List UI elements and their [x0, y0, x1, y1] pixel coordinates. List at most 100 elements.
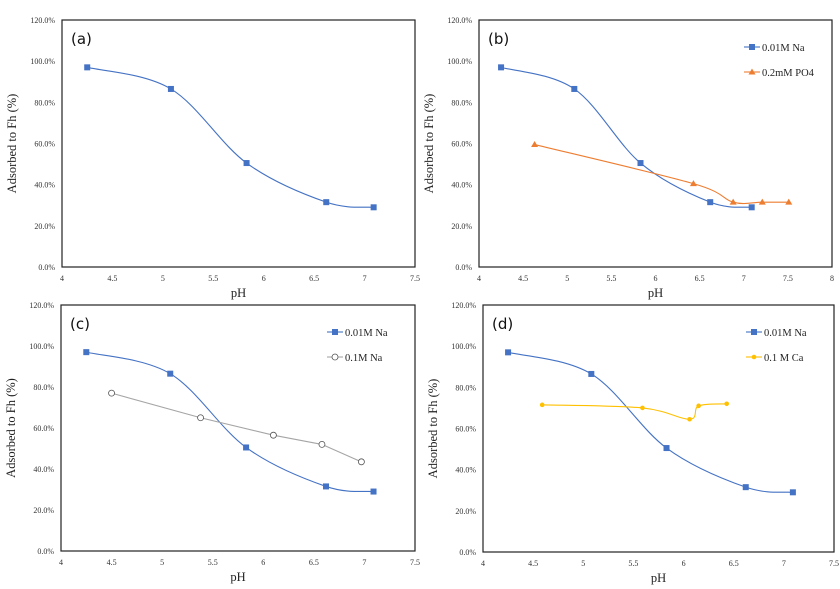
x-tick-label: 7.5 [410, 558, 420, 567]
legend-label: 0.01M Na [345, 328, 388, 339]
y-tick-label: 100.0% [29, 342, 54, 351]
legend-marker [748, 68, 756, 75]
x-tick-label: 4 [477, 274, 481, 283]
y-tick-label: 20.0% [455, 507, 476, 516]
x-tick-label: 7 [742, 274, 746, 283]
series-0: 0.01M Na [83, 328, 388, 495]
legend-marker [751, 329, 757, 335]
x-axis-label: pH [230, 570, 245, 584]
legend-marker [331, 353, 339, 361]
legend-label: 0.01M Na [764, 328, 807, 339]
y-tick-label: 80.0% [33, 383, 54, 392]
x-tick-label: 4 [60, 274, 64, 283]
x-tick-label: 5.5 [606, 274, 616, 283]
y-tick-label: 0.0% [455, 263, 472, 272]
data-point [707, 199, 714, 206]
x-tick-label: 7.5 [829, 559, 839, 568]
data-point [243, 160, 250, 167]
y-axis-label: Adsorbed to Fh (%) [426, 379, 440, 479]
data-point [729, 198, 737, 205]
panel-d: 0.0% 20.0% 40.0% 60.0% 80.0% 100.0% 120.0% 4 4.5… [426, 301, 839, 585]
x-tick-label: 7 [363, 274, 367, 283]
y-tick-label: 0.0% [38, 263, 55, 272]
data-point [785, 198, 793, 205]
y-tick-label: 120.0% [447, 16, 472, 25]
legend-marker [751, 354, 757, 360]
series-line [500, 66, 752, 208]
y-tick-label: 40.0% [451, 181, 472, 190]
data-point [505, 349, 512, 356]
x-tick-label: 5 [161, 274, 165, 283]
legend-label: 0.1M Na [345, 353, 383, 364]
data-point [318, 440, 326, 448]
panel-a: 0.0% 20.0% 40.0% 60.0% 80.0% 100.0% 120.0% 4 4.5… [5, 16, 420, 300]
y-tick-label: 120.0% [30, 16, 55, 25]
x-tick-label: 5 [160, 558, 164, 567]
plot-area [482, 304, 835, 553]
x-tick-label: 6 [262, 274, 266, 283]
x-tick-label: 6.5 [695, 274, 705, 283]
y-tick-label: 60.0% [34, 140, 55, 149]
series-1: 0.2mM PO4 [531, 68, 815, 205]
data-point [323, 199, 330, 206]
x-tick-label: 6.5 [729, 559, 739, 568]
data-point [724, 401, 729, 407]
data-point [637, 160, 644, 167]
data-point [663, 445, 670, 452]
y-tick-label: 40.0% [33, 465, 54, 474]
x-tick-label: 4 [481, 559, 485, 568]
y-tick-label: 120.0% [451, 301, 476, 310]
legend-label: 0.2mM PO4 [762, 68, 815, 79]
x-tick-label: 6 [261, 558, 265, 567]
x-tick-label: 7 [782, 559, 786, 568]
x-tick-label: 6 [654, 274, 658, 283]
data-point [269, 431, 277, 439]
y-axis-label: Adsorbed to Fh (%) [4, 378, 18, 478]
x-tick-label: 4.5 [107, 558, 117, 567]
y-tick-label: 100.0% [451, 342, 476, 351]
x-tick-label: 6.5 [309, 274, 319, 283]
panel-c: 0.0% 20.0% 40.0% 60.0% 80.0% 100.0% 120.0% 4 4.5… [4, 301, 420, 584]
data-point [322, 483, 329, 490]
series-0: 0.01M Na [498, 43, 805, 211]
plot-area [478, 19, 833, 268]
data-point [167, 370, 174, 377]
series-0: 0.01M Na [505, 328, 807, 496]
data-point [758, 198, 766, 205]
legend-marker [749, 44, 755, 50]
x-axis-label: pH [651, 571, 666, 585]
x-tick-label: 4.5 [107, 274, 117, 283]
plot-area [60, 304, 416, 552]
series-line [507, 351, 793, 493]
data-point [498, 64, 505, 71]
x-tick-label: 7.5 [783, 274, 793, 283]
y-tick-label: 0.0% [459, 548, 476, 557]
series-0 [84, 64, 377, 211]
y-tick-label: 120.0% [29, 301, 54, 310]
y-tick-label: 20.0% [451, 222, 472, 231]
y-tick-label: 80.0% [455, 383, 476, 392]
data-point [571, 85, 578, 92]
legend-label: 0.1 M Ca [764, 353, 804, 364]
series-1: 0.1M Na [108, 353, 383, 466]
x-tick-label: 4 [59, 558, 63, 567]
x-tick-label: 5.5 [628, 559, 638, 568]
x-tick-label: 6.5 [309, 558, 319, 567]
panel-label: (c) [70, 315, 90, 333]
y-tick-label: 100.0% [30, 57, 55, 66]
x-tick-label: 7 [362, 558, 366, 567]
x-tick-label: 7.5 [410, 274, 420, 283]
data-point [357, 458, 365, 466]
series-line [87, 66, 374, 208]
y-tick-label: 20.0% [33, 506, 54, 515]
x-tick-label: 5 [565, 274, 569, 283]
data-point [197, 414, 204, 422]
x-tick-label: 8 [830, 274, 834, 283]
data-point [748, 204, 755, 211]
x-tick-label: 6 [682, 559, 686, 568]
x-tick-label: 5.5 [208, 274, 218, 283]
panel-label: (b) [488, 30, 509, 48]
legend-label: 0.01M Na [762, 43, 805, 54]
x-tick-label: 4.5 [518, 274, 528, 283]
